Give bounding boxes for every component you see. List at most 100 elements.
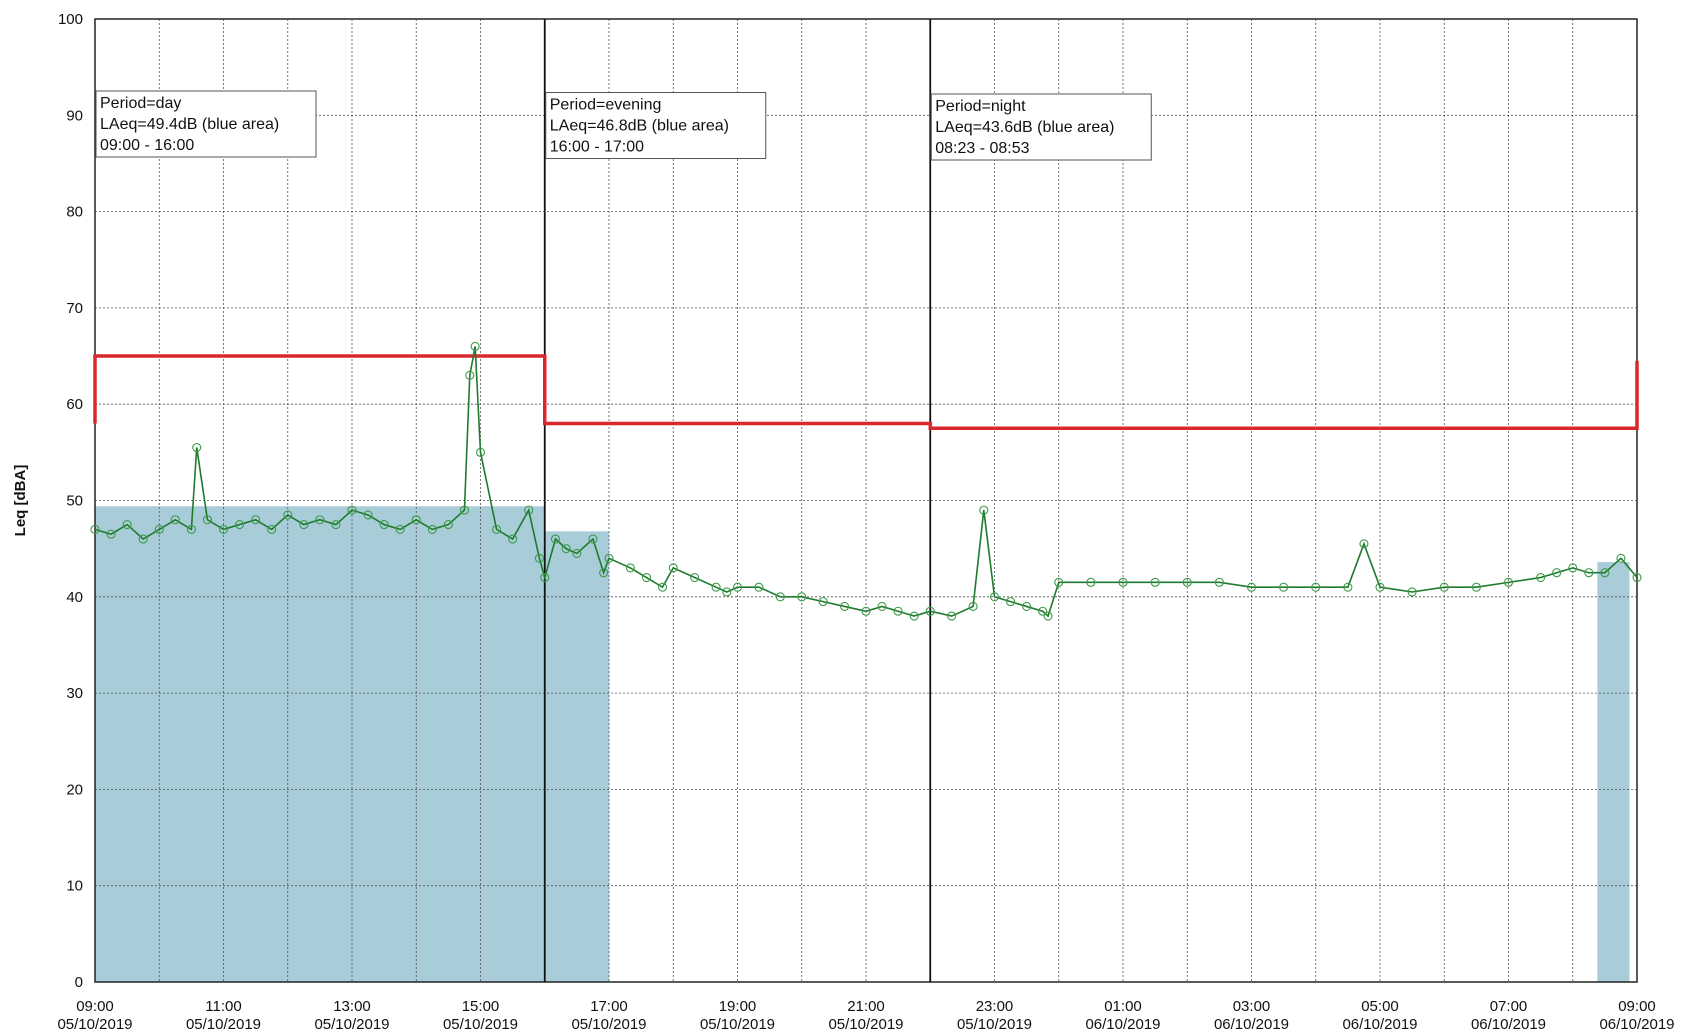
leq-point	[465, 370, 475, 380]
leq-point	[1503, 577, 1514, 587]
laeq-area-0	[95, 506, 545, 982]
x-tick-date: 06/10/2019	[1214, 1016, 1289, 1033]
y-tick-label: 30	[66, 685, 83, 702]
leq-point	[1006, 597, 1016, 607]
leq-point	[283, 510, 293, 520]
period-annotation-2: Period=night LAeq=43.6dB (blue area) 08:23…	[930, 93, 1152, 161]
leq-point	[1632, 572, 1642, 583]
x-tick-date: 06/10/2019	[1599, 1016, 1674, 1033]
leq-point	[1311, 582, 1321, 592]
leq-point	[470, 341, 480, 351]
y-tick-label: 90	[66, 107, 83, 124]
leq-point	[170, 515, 180, 525]
leq-point	[1086, 577, 1096, 587]
leq-point	[1359, 539, 1369, 549]
leq-point	[492, 524, 502, 534]
annotation-line: LAeq=49.4dB (blue area)	[100, 116, 279, 133]
x-tick-time: 23:00	[976, 998, 1014, 1015]
leq-point	[861, 606, 871, 616]
leq-point	[1043, 611, 1053, 621]
annotation-line: LAeq=46.8dB (blue area)	[550, 118, 729, 135]
leq-point	[1214, 577, 1224, 587]
x-tick-time: 03:00	[1233, 998, 1271, 1015]
leq-point	[893, 606, 903, 616]
x-tick-time: 09:00	[1618, 998, 1656, 1015]
y-tick-label: 10	[66, 878, 83, 895]
leq-point	[722, 587, 732, 597]
laeq-area-1	[544, 531, 609, 982]
leq-point	[267, 524, 277, 534]
leq-point	[235, 520, 245, 530]
x-tick-time: 01:00	[1104, 998, 1142, 1015]
leq-point	[443, 520, 453, 530]
leq-point	[775, 592, 785, 602]
leq-point	[1150, 577, 1160, 587]
leq-point	[754, 582, 764, 592]
y-tick-label: 80	[66, 204, 83, 221]
leq-point	[540, 572, 550, 583]
y-tick-label: 60	[66, 396, 83, 413]
leq-point	[122, 520, 132, 530]
leq-point	[1568, 563, 1578, 573]
leq-point	[925, 606, 935, 616]
x-tick-date: 05/10/2019	[571, 1016, 646, 1033]
period-annotation-1: Period=evening LAeq=46.8dB (blue area) 16:…	[545, 92, 767, 159]
annotation-line: LAeq=43.6dB (blue area)	[935, 119, 1114, 136]
annotation-line: 09:00 - 16:00	[100, 137, 194, 154]
leq-point	[668, 563, 678, 573]
leq-point	[411, 515, 421, 525]
leq-point	[1118, 577, 1128, 587]
x-tick-date: 05/10/2019	[57, 1016, 132, 1033]
leq-point	[690, 572, 700, 583]
annotation-line: 08:23 - 08:53	[935, 140, 1029, 157]
leq-point	[625, 563, 635, 573]
x-tick-time: 21:00	[847, 998, 885, 1015]
x-tick-date: 06/10/2019	[1342, 1016, 1417, 1033]
x-tick-date: 05/10/2019	[700, 1016, 775, 1033]
limit-step-line	[93, 354, 1639, 431]
leq-point	[572, 548, 582, 559]
leq-point	[968, 601, 978, 611]
limit-line	[93, 354, 1639, 431]
leq-point	[909, 611, 919, 621]
period-annotation-0: Period=day LAeq=49.4dB (blue area) 09:00 -…	[95, 90, 317, 158]
x-tick-date: 05/10/2019	[314, 1016, 389, 1033]
leq-point	[534, 553, 544, 563]
leq-point	[218, 524, 229, 534]
leq-point	[1054, 577, 1064, 587]
leq-point	[1536, 572, 1546, 583]
leq-point	[459, 505, 469, 515]
x-tick-time: 11:00	[205, 998, 241, 1015]
y-tick-label: 40	[66, 589, 83, 606]
leq-point	[1616, 553, 1626, 563]
y-tick-label: 70	[66, 300, 83, 317]
leq-point	[1279, 582, 1289, 592]
laeq-area-2	[1597, 562, 1630, 982]
y-tick-label: 20	[66, 781, 83, 798]
annotation-line: 16:00 - 17:00	[550, 139, 644, 156]
x-tick-date: 05/10/2019	[186, 1016, 261, 1033]
x-tick-date: 05/10/2019	[957, 1016, 1032, 1033]
x-tick-time: 09:00	[76, 998, 114, 1015]
leq-point	[877, 601, 887, 611]
x-tick-time: 05:00	[1361, 998, 1399, 1015]
leq-point	[202, 515, 212, 525]
leq-point	[475, 447, 486, 457]
leq-point	[1022, 601, 1032, 611]
period-boundaries	[543, 19, 932, 982]
leq-point	[1407, 587, 1417, 597]
leq-point	[186, 524, 196, 534]
leq-line	[94, 346, 1638, 618]
leq-point	[154, 524, 164, 534]
annotation-line: Period=night	[935, 98, 1026, 115]
leq-point	[797, 592, 807, 602]
annotation-box	[545, 92, 767, 159]
leq-point	[641, 572, 652, 583]
leq-point	[732, 582, 743, 592]
y-axis-label: Leq [dBA]	[12, 465, 29, 537]
leq-point	[1343, 582, 1353, 592]
annotation-box	[930, 93, 1152, 161]
leq-point	[1038, 606, 1048, 616]
y-tick-label: 50	[66, 493, 83, 510]
